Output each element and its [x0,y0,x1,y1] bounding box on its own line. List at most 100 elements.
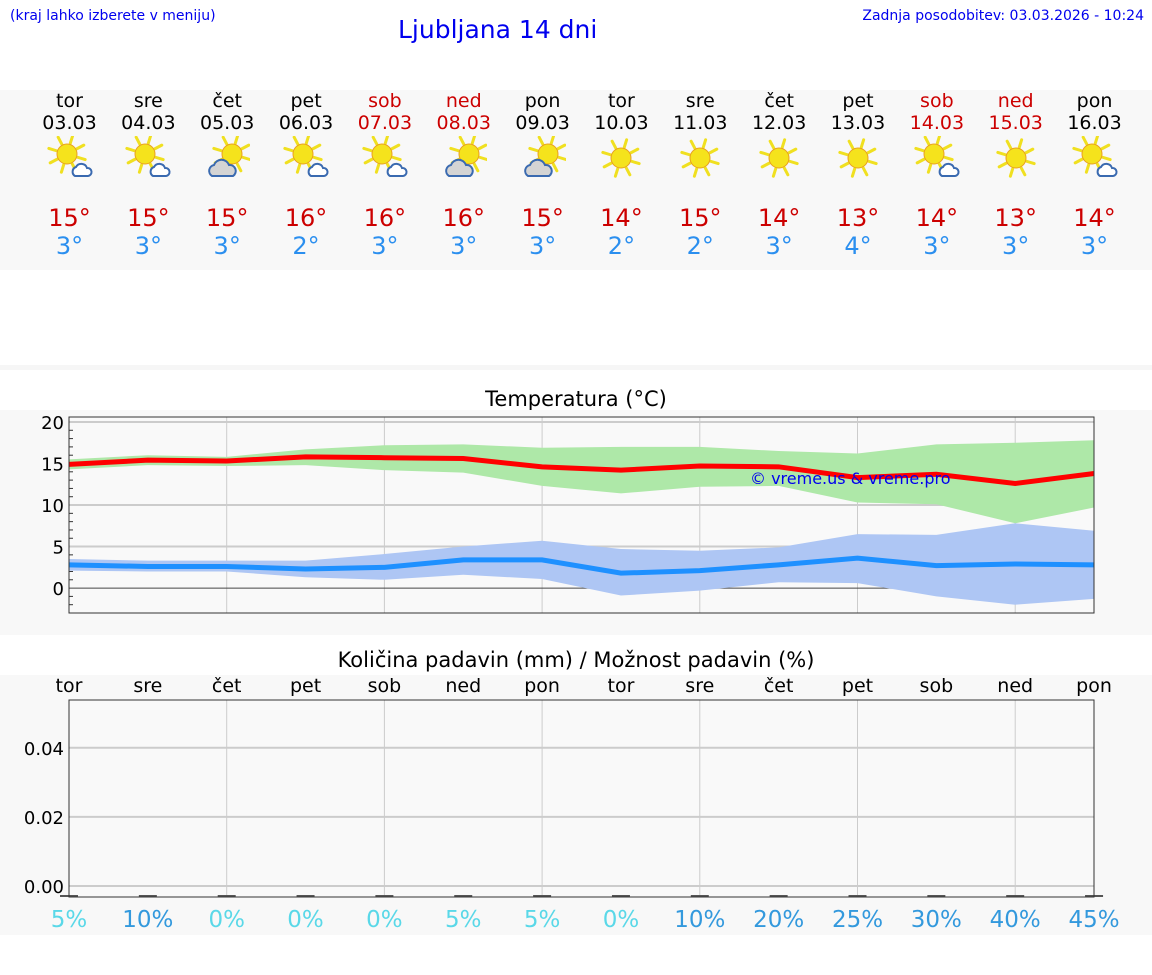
sun-ray [235,162,243,173]
sun-ray [759,150,771,157]
plot-area [69,700,1094,897]
sun-ray [867,159,878,166]
precip-chance-label: 45% [1068,907,1119,933]
min-temp: 3° [371,232,399,260]
sun-ray [760,161,771,169]
sun-ray [915,157,926,165]
sun-ray [555,143,566,151]
day-label: sob [368,675,402,697]
sun-ray [1093,136,1099,145]
sun-disc [458,143,480,165]
precip-chance-label: 0% [366,907,403,933]
sun-small-cloud-icon [46,136,92,177]
sun-ray [623,138,629,149]
precip-bar [927,895,946,897]
day-date: 09.03 [515,112,570,134]
sun-ray [75,155,87,162]
sun-ray [1071,146,1083,153]
precip-chance-label: 0% [603,907,640,933]
day-date: 14.03 [909,112,965,134]
day-forecast: sob 14.03 14° 3° [897,90,976,260]
sun-ray [153,143,164,151]
sun-ray [549,136,555,145]
sun-ray [611,139,618,150]
day-date: 05.03 [199,112,255,134]
sun-ray [861,166,869,177]
max-temp: 14° [757,204,801,232]
sun-ray [476,143,487,151]
y-tick-label: 5 [53,538,64,559]
sun-ray [926,163,933,174]
day-name: sob [920,90,954,112]
max-temp: 15° [521,204,564,232]
plot-frame [68,699,1095,898]
sun-ray [693,167,699,178]
max-temp: 13° [994,204,1037,232]
day-label: pon [524,675,560,697]
y-tick-label: 0.00 [24,877,64,898]
sun-ray [212,146,224,153]
day-forecast: sre 04.03 15° 3° [109,90,188,260]
sun-ray [601,150,613,157]
precip-chance-label: 10% [674,907,725,933]
cloud-shape [71,162,92,177]
day-forecast: tor 10.03 14° 2° [582,90,661,260]
sun-ray [680,150,692,157]
sun-small-cloud-icon [914,136,960,177]
sun-disc [689,147,711,169]
day-date: 15.03 [988,112,1043,134]
sun-ray [68,136,74,145]
y-tick-label: 0.04 [24,739,64,760]
sun-disc [610,147,632,169]
precip-bar [533,895,552,897]
day-label: čet [764,675,794,697]
precip-chance-label: 5% [51,907,88,933]
day-date: 04.03 [121,112,176,134]
sun-ray [859,138,866,149]
sun-disc [371,143,393,165]
day-name: sre [685,90,715,112]
max-temp: 15° [205,204,249,232]
sun-ray [312,155,323,162]
day-label: pet [290,675,321,697]
y-tick-label: 20 [41,413,64,434]
sun-ray [850,167,857,178]
day-label: pon [1076,675,1112,697]
sun-ray [458,136,466,146]
sun-icon [759,138,799,178]
sun-disc [923,143,945,165]
precip-chart-title: Količina padavin (mm) / Možnost padavin … [337,648,815,672]
day-label: sre [685,675,714,697]
day-name: pon [524,90,561,112]
sun-ray [1084,163,1090,174]
day-forecast: čet 05.03 15° 3° [188,90,267,260]
sun-ray [935,136,941,145]
sun-ray [1024,159,1036,166]
temperature-chart: 0 5 10 15 20 © vreme.us & vreme.pro [41,413,1095,614]
precip-chance-label: 10% [122,907,173,933]
sun-ray [390,143,401,151]
min-temp: 3° [765,232,793,260]
precip-chance-label: 20% [753,907,804,933]
precip-chart: tor sre čet pet sob ned pon tor sre čet pet sob ned p… [24,675,1120,933]
sun-ray [134,136,142,146]
day-name: tor [607,90,635,112]
sun-ray [780,138,787,149]
day-forecast: sob 07.03 16° 3° [345,90,424,260]
sun-ray [221,136,229,146]
sun-small-cloud-icon [125,136,171,177]
temperature-panel: 0 5 10 15 20 © vreme.us & vreme.pro [0,410,1152,635]
max-temp: 15° [127,204,170,232]
day-forecast: pet 13.03 13° 4° [819,90,898,260]
day-forecast: tor 03.03 15° 3° [30,90,109,260]
sun-ray [614,167,620,178]
max-temp: 14° [600,204,643,232]
day-date: 12.03 [751,112,807,134]
sun-ray [241,155,251,162]
sun-ray [689,139,697,150]
sun-icon [601,138,642,178]
precip-bar [848,895,867,897]
cloud-shape [444,158,474,177]
sun-ray [74,143,85,151]
divider [0,365,1152,370]
